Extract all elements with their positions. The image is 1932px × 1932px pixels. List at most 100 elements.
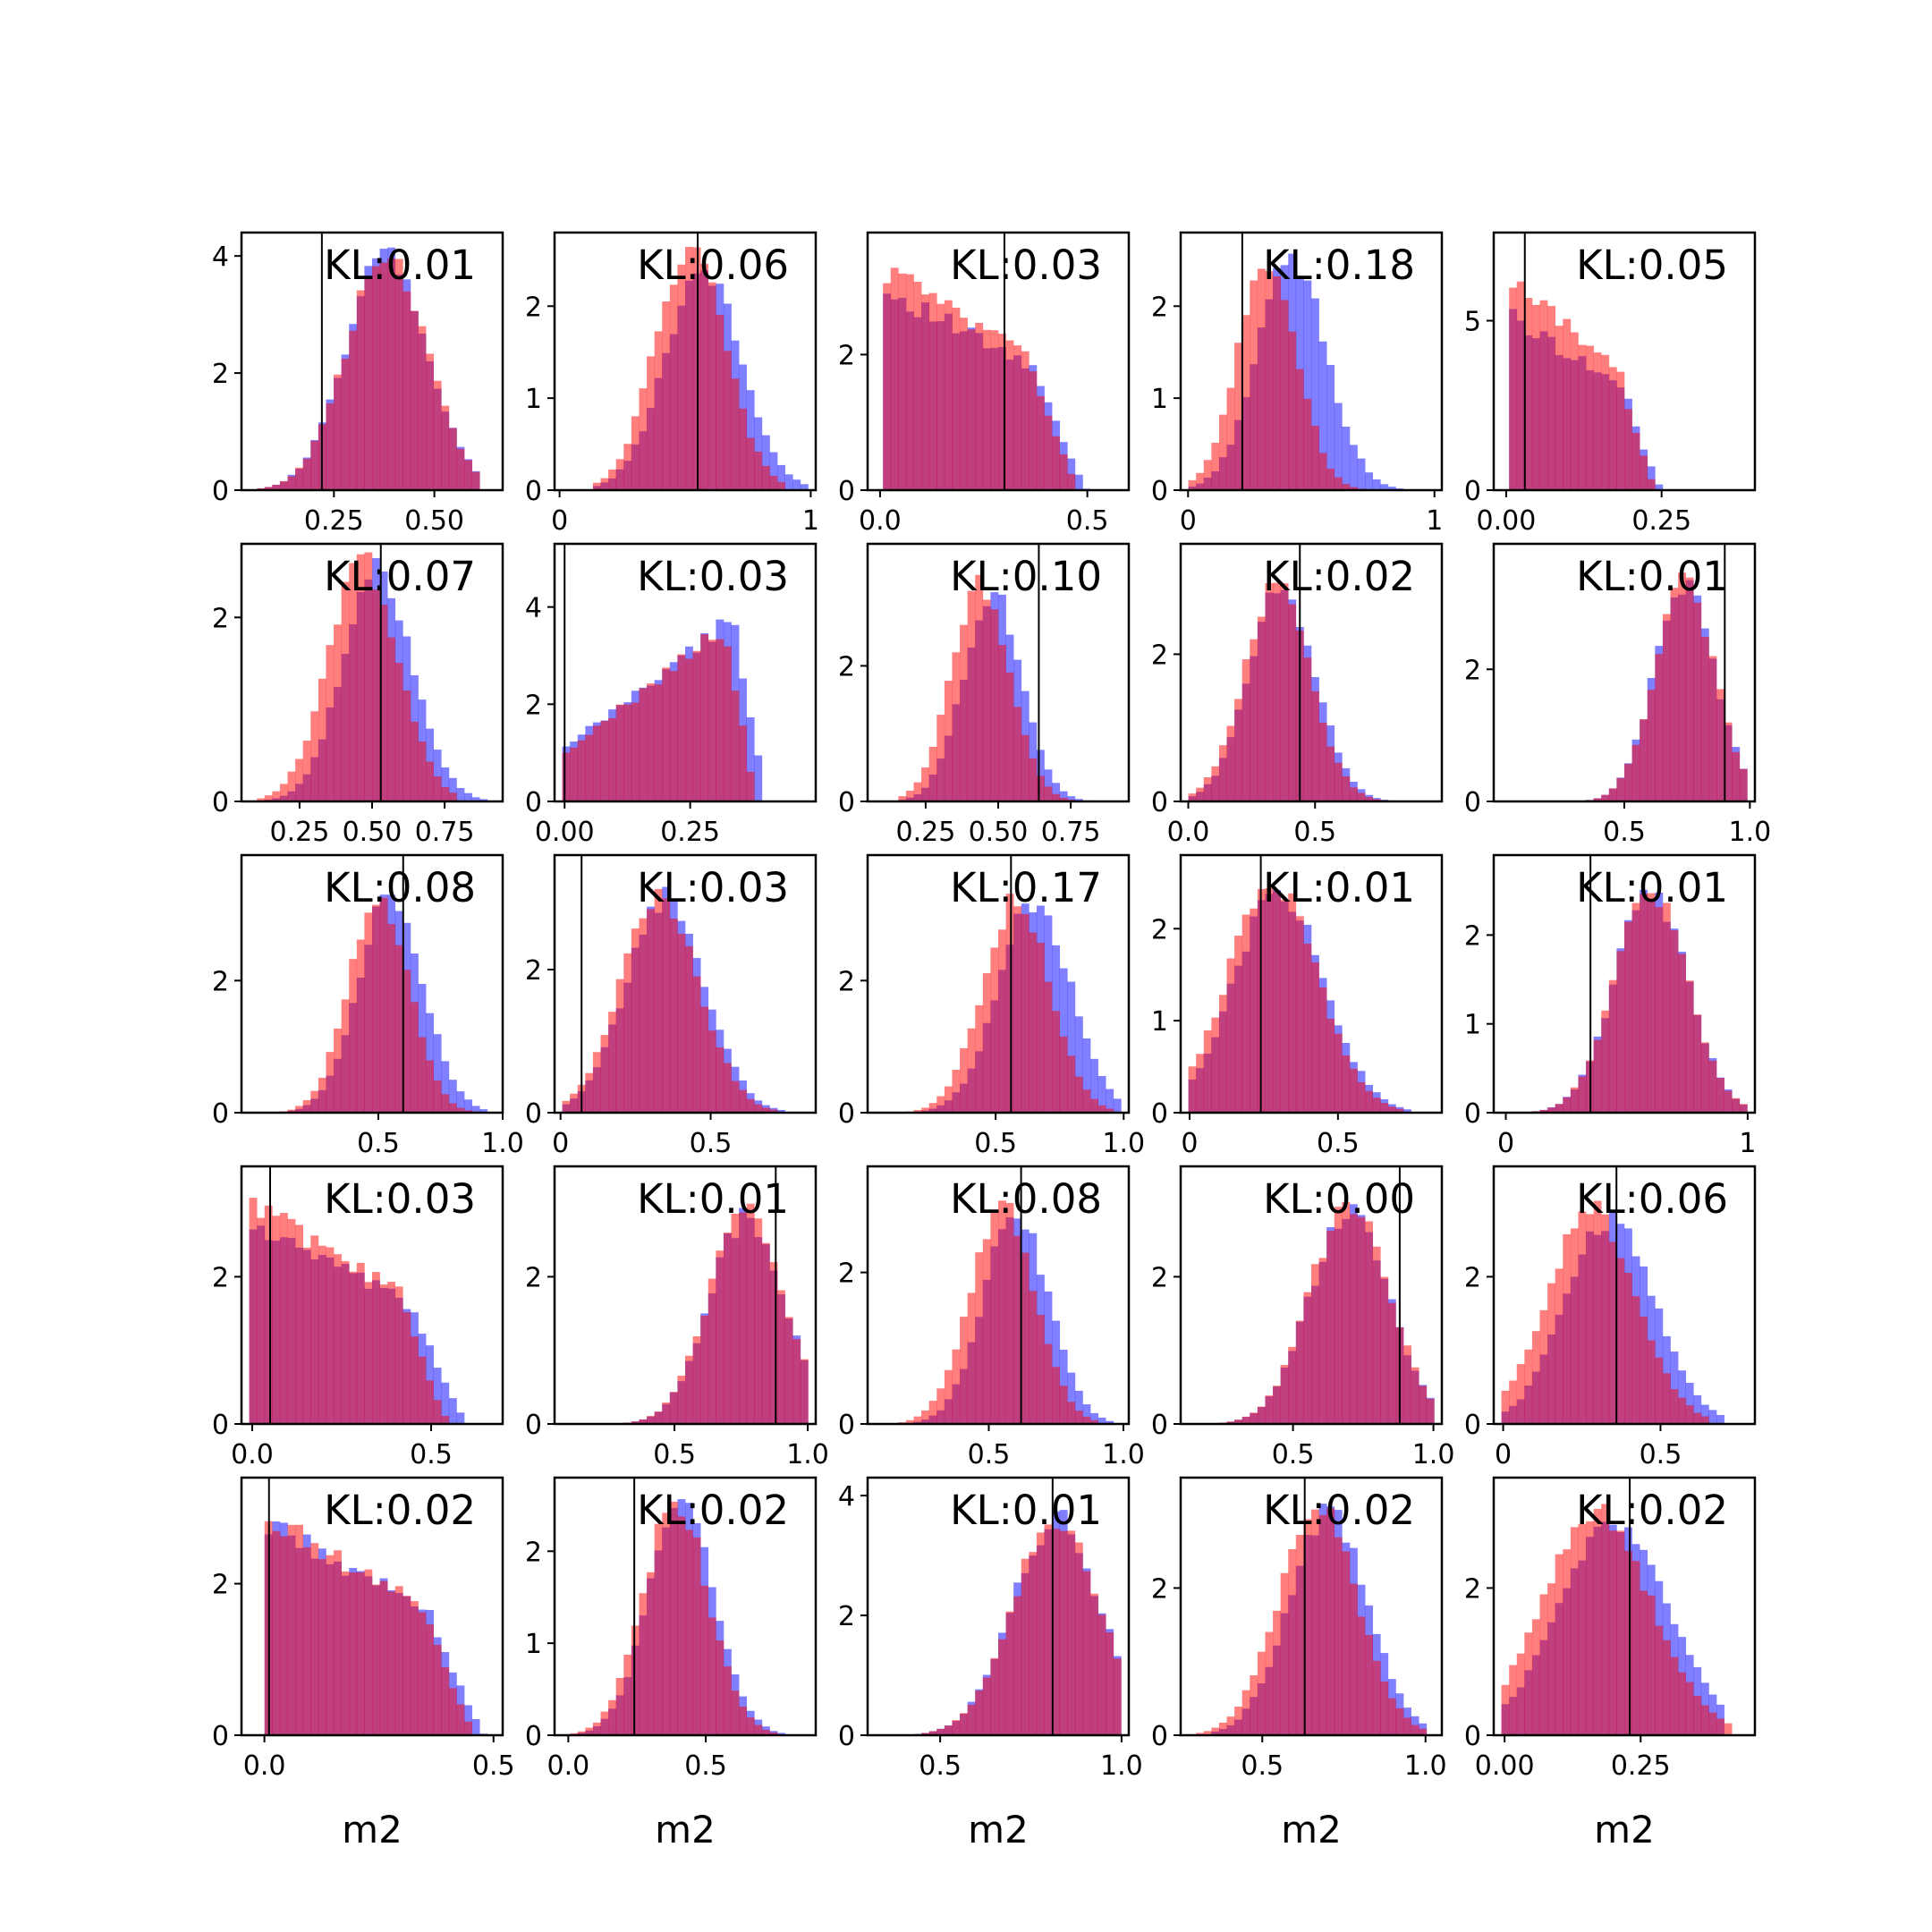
histogram-bar-series-2 bbox=[302, 741, 311, 801]
histogram-bar-series-1 bbox=[1059, 791, 1068, 801]
histogram-bar-series-2 bbox=[1196, 1054, 1205, 1113]
histogram-bar-series-2 bbox=[1547, 1283, 1556, 1424]
subplot-10: 0 2 0.5 1.0 KL:0.01 bbox=[1464, 542, 1771, 848]
subplot-22: 0 1 2 0.0 0.5 KL:0.02 m2 bbox=[525, 1476, 818, 1852]
histogram-bar-series-2 bbox=[1419, 1728, 1428, 1735]
x-tick-label: 0.25 bbox=[895, 817, 955, 848]
histogram-bar-series-2 bbox=[1265, 583, 1274, 801]
histogram-bar-series-2 bbox=[731, 691, 740, 801]
histogram-bar-series-2 bbox=[387, 924, 396, 1113]
histogram-bar-series-2 bbox=[1241, 659, 1250, 801]
histogram-bar-series-2 bbox=[1188, 479, 1197, 490]
histogram-bar-series-2 bbox=[1234, 1707, 1243, 1735]
histogram-bar-series-2 bbox=[700, 1315, 709, 1424]
x-tick-label: 0.5 bbox=[1640, 1439, 1682, 1470]
histogram-bar-series-1 bbox=[1052, 783, 1061, 801]
axes-frame bbox=[240, 1476, 504, 1737]
kl-label: KL:0.07 bbox=[324, 553, 476, 600]
histogram-bar-series-2 bbox=[769, 1732, 778, 1735]
histogram-bar-series-1 bbox=[1693, 1394, 1702, 1424]
histogram-bar-series-2 bbox=[761, 465, 770, 490]
histogram-bar-series-2 bbox=[464, 460, 472, 490]
histogram-bar-series-2 bbox=[379, 897, 388, 1113]
histogram-bar-series-2 bbox=[426, 1380, 435, 1424]
histogram-bar-series-2 bbox=[592, 1722, 601, 1735]
histogram-bar-series-1 bbox=[1708, 1410, 1717, 1424]
histogram-bar-series-2 bbox=[1074, 1076, 1083, 1113]
histogram-bar-series-2 bbox=[249, 1198, 258, 1424]
histogram-bar-series-2 bbox=[1044, 786, 1053, 801]
kl-label: KL:0.01 bbox=[1263, 864, 1415, 911]
histogram-bar-series-2 bbox=[410, 1336, 419, 1424]
y-tick-label: 0 bbox=[1151, 476, 1168, 507]
histogram-bar-series-2 bbox=[1655, 1357, 1664, 1424]
histogram-bar-series-2 bbox=[960, 318, 968, 490]
histogram-bar-series-2 bbox=[1334, 1537, 1343, 1735]
histogram-bar-series-2 bbox=[960, 1713, 968, 1735]
kl-label: KL:0.06 bbox=[1576, 1175, 1728, 1223]
histogram-bar-series-2 bbox=[669, 919, 678, 1113]
histogram-bar-series-2 bbox=[272, 791, 281, 801]
histogram-bar-series-1 bbox=[1357, 458, 1366, 490]
histogram-bar-series-2 bbox=[356, 1572, 365, 1735]
histogram-bar-series-2 bbox=[1349, 1214, 1358, 1424]
histogram-bar-series-2 bbox=[1647, 893, 1656, 1113]
histogram-bar-series-2 bbox=[1516, 281, 1525, 490]
histogram-bar-series-2 bbox=[608, 1699, 617, 1735]
x-tick-label: 1.0 bbox=[481, 1128, 524, 1159]
histogram-bar-series-1 bbox=[1380, 484, 1389, 490]
histogram-bar-series-2 bbox=[1739, 1104, 1748, 1113]
y-tick-label: 2 bbox=[838, 966, 855, 997]
histogram-bar-series-2 bbox=[310, 440, 319, 490]
histogram-bar-series-2 bbox=[1067, 1402, 1076, 1424]
y-tick-label: 2 bbox=[212, 1262, 229, 1293]
histogram-bar-series-2 bbox=[1509, 1665, 1518, 1735]
histogram-bar-series-2 bbox=[402, 291, 411, 490]
histogram-bar-series-2 bbox=[1365, 1634, 1374, 1735]
subplot-9: 0 2 0.0 0.5 KL:0.02 bbox=[1151, 542, 1444, 848]
histogram-bar-series-2 bbox=[654, 331, 663, 490]
y-tick-label: 2 bbox=[1464, 1573, 1481, 1605]
histogram-bar-series-2 bbox=[1188, 793, 1197, 801]
y-tick-label: 0 bbox=[212, 1721, 229, 1752]
histogram-bar-series-2 bbox=[631, 928, 640, 1113]
histogram-bar-series-2 bbox=[905, 274, 914, 490]
subplot-20: 0 2 0 0.5 KL:0.06 bbox=[1464, 1165, 1757, 1470]
histogram-bar-series-2 bbox=[647, 1572, 655, 1735]
histogram-bar-series-2 bbox=[1280, 300, 1289, 490]
y-tick-label: 0 bbox=[1464, 476, 1481, 507]
histogram-bar-series-2 bbox=[1555, 1554, 1563, 1735]
histogram-bar-series-2 bbox=[1547, 1107, 1556, 1113]
histogram-bar-series-2 bbox=[279, 1536, 288, 1735]
histogram-bar-series-2 bbox=[921, 1107, 930, 1113]
histogram-bar-series-2 bbox=[723, 351, 732, 490]
y-tick-label: 0 bbox=[525, 1721, 542, 1752]
histogram-bar-series-2 bbox=[570, 747, 579, 801]
histogram-bar-series-2 bbox=[341, 581, 350, 801]
histogram-bar-series-1 bbox=[433, 1034, 442, 1113]
x-tick-label: 0.5 bbox=[974, 1128, 1017, 1159]
axes-frame bbox=[240, 1165, 504, 1426]
histogram-bar-series-2 bbox=[990, 1209, 999, 1424]
histogram-bar-series-2 bbox=[639, 1593, 648, 1735]
histogram-bar-series-2 bbox=[1288, 893, 1297, 1113]
histogram-bar-series-2 bbox=[998, 929, 1006, 1113]
histogram-bar-series-2 bbox=[1708, 1060, 1717, 1113]
histogram-bar-series-2 bbox=[662, 1402, 671, 1424]
histogram-bar-series-1 bbox=[1678, 1370, 1687, 1424]
histogram-bar-series-1 bbox=[1090, 1412, 1098, 1424]
x-axis-label: m2 bbox=[1281, 1808, 1342, 1852]
histogram-bar-series-2 bbox=[1211, 766, 1220, 801]
histogram-bar-series-2 bbox=[464, 1721, 472, 1735]
histogram-bar-series-2 bbox=[669, 284, 678, 490]
histogram-bar-series-2 bbox=[975, 1004, 984, 1113]
histogram-bar-series-2 bbox=[356, 290, 365, 490]
histogram-bar-series-2 bbox=[1052, 436, 1061, 490]
histogram-bar-series-2 bbox=[1226, 1716, 1235, 1735]
y-tick-label: 2 bbox=[212, 359, 229, 390]
histogram-bar-series-2 bbox=[905, 1419, 914, 1424]
histogram-bar-series-2 bbox=[623, 953, 632, 1113]
histogram-bar-series-2 bbox=[967, 329, 976, 490]
histogram-bar-series-2 bbox=[1593, 352, 1602, 490]
histogram-bar-series-2 bbox=[967, 1028, 976, 1113]
